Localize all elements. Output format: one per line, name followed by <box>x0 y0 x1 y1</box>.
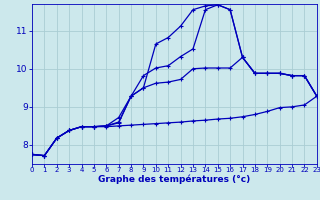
X-axis label: Graphe des températures (°c): Graphe des températures (°c) <box>98 174 251 184</box>
